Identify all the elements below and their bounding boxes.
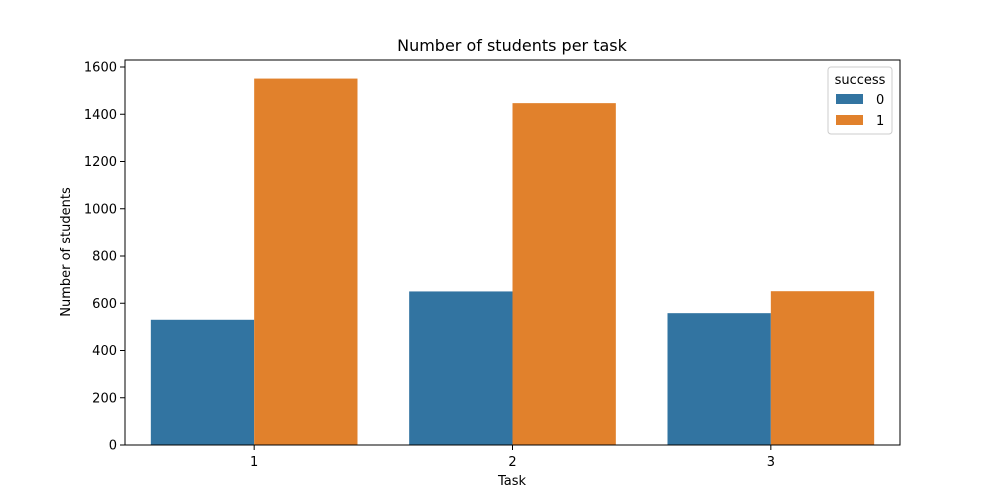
y-tick-label: 1400: [84, 108, 117, 123]
legend-title: success: [835, 73, 886, 88]
legend-label-0: 0: [876, 93, 884, 108]
y-tick-label: 600: [92, 297, 117, 312]
x-tick-label: 3: [767, 455, 775, 470]
y-tick-label: 1200: [84, 155, 117, 170]
legend-swatch-1: [836, 115, 863, 125]
bar-task-3-success-0: [667, 313, 771, 445]
bar-task-1-success-0: [150, 319, 255, 445]
y-tick-label: 1600: [84, 61, 117, 76]
y-axis-title: Number of students: [59, 187, 74, 317]
bar-task-3-success-1: [770, 291, 875, 445]
y-tick-label: 200: [92, 391, 117, 406]
x-tick-label: 2: [508, 455, 516, 470]
legend-swatch-0: [836, 94, 863, 104]
bars-group: [150, 78, 875, 446]
x-axis-title: Task: [497, 474, 527, 489]
bar-task-2-success-0: [409, 291, 513, 445]
y-tick-label: 400: [92, 344, 117, 359]
plot-frame: [124, 59, 901, 446]
y-axis: 0 200 400 600 800 1000 1200 1400 1600: [84, 61, 125, 454]
x-tick-label: 1: [250, 455, 258, 470]
x-axis: 1 2 3: [250, 445, 775, 470]
y-tick-label: 0: [109, 439, 117, 454]
y-tick-label: 1000: [84, 202, 117, 217]
chart-title: Number of students per task: [397, 36, 628, 55]
y-tick-label: 800: [92, 250, 117, 265]
bar-task-1-success-1: [254, 78, 358, 446]
bar-task-2-success-1: [512, 103, 616, 446]
legend-label-1: 1: [876, 114, 884, 129]
legend: success 0 1: [827, 66, 893, 135]
